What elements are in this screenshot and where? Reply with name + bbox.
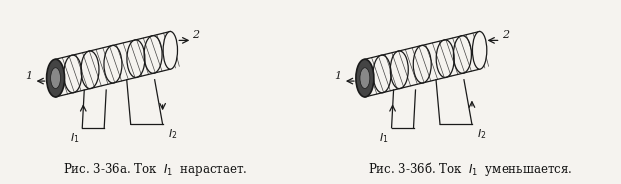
Text: $I_2$: $I_2$ <box>168 127 177 141</box>
Ellipse shape <box>51 68 60 89</box>
Text: Рис. 3-36а. Ток  $I_1$  нарастает.: Рис. 3-36а. Ток $I_1$ нарастает. <box>63 161 248 178</box>
Ellipse shape <box>163 31 178 69</box>
Text: 1: 1 <box>25 71 32 81</box>
Ellipse shape <box>360 68 370 89</box>
Text: 2: 2 <box>502 30 509 40</box>
Text: $I_1$: $I_1$ <box>70 131 79 144</box>
Ellipse shape <box>356 59 374 97</box>
Text: 1: 1 <box>334 71 342 81</box>
Text: $I_2$: $I_2$ <box>477 127 486 141</box>
Text: $I_1$: $I_1$ <box>379 131 388 144</box>
Ellipse shape <box>473 31 487 69</box>
Text: 2: 2 <box>192 30 199 40</box>
Ellipse shape <box>47 59 65 97</box>
Text: Рис. 3-36б. Ток  $I_1$  уменьшается.: Рис. 3-36б. Ток $I_1$ уменьшается. <box>368 160 572 178</box>
